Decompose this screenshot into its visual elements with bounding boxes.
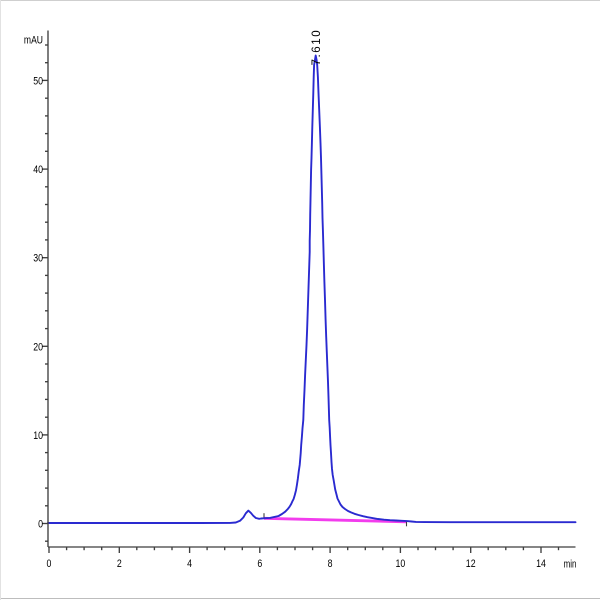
svg-text:10: 10	[396, 558, 406, 570]
svg-text:8: 8	[328, 558, 333, 570]
svg-text:30: 30	[33, 253, 43, 265]
svg-text:6: 6	[257, 558, 262, 570]
svg-text:12: 12	[466, 558, 476, 570]
svg-text:mAU: mAU	[24, 35, 43, 47]
svg-text:7.610: 7.610	[311, 29, 323, 66]
svg-text:0: 0	[47, 558, 52, 570]
svg-text:40: 40	[33, 164, 43, 176]
svg-text:10: 10	[33, 430, 43, 442]
svg-text:20: 20	[33, 341, 43, 353]
svg-text:14: 14	[536, 558, 546, 570]
svg-text:2: 2	[117, 558, 122, 570]
svg-text:0: 0	[38, 519, 43, 531]
svg-text:50: 50	[33, 76, 43, 88]
svg-text:min: min	[564, 558, 577, 571]
svg-text:4: 4	[187, 558, 192, 570]
